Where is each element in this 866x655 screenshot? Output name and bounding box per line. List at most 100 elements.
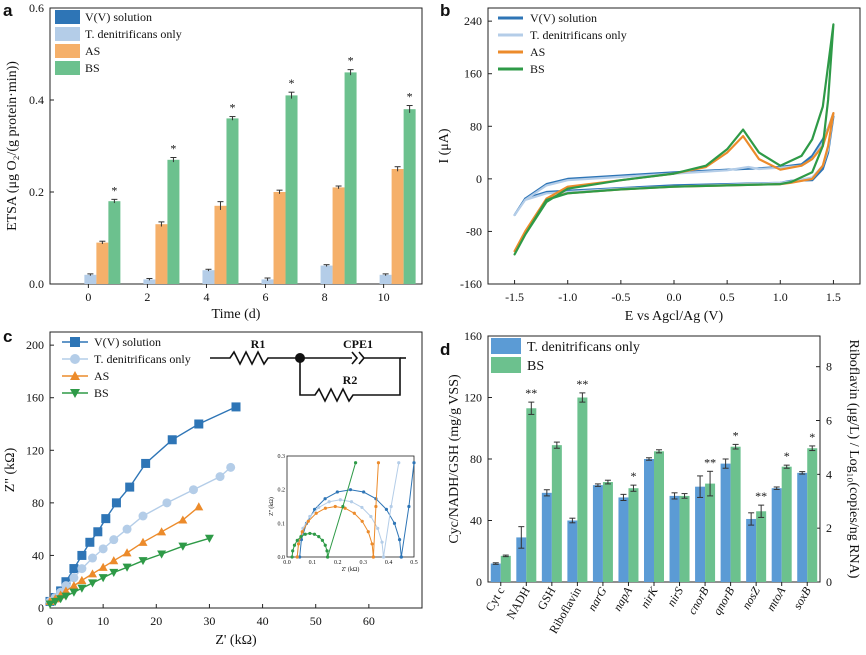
bar xyxy=(618,497,629,582)
data-point xyxy=(122,563,132,572)
bar xyxy=(720,463,731,582)
inset-data-point xyxy=(292,543,297,547)
data-point xyxy=(85,537,95,547)
inset-data-point xyxy=(298,555,302,559)
bar xyxy=(567,520,578,582)
inset-data-point xyxy=(323,506,327,510)
bar xyxy=(705,483,716,582)
x-tick-label: GSH xyxy=(534,584,558,612)
series-line xyxy=(49,466,232,602)
y-tick-label: 160 xyxy=(464,329,482,343)
legend-label: BS xyxy=(94,386,109,400)
y-right-tick-label: 2 xyxy=(826,521,832,535)
bar xyxy=(541,492,552,582)
y-axis-label: ETSA (μg O₂/(g protein·min)) xyxy=(5,61,20,231)
significance-mark: * xyxy=(733,428,739,442)
x-tick-label: 40 xyxy=(257,614,269,628)
bar xyxy=(746,518,757,582)
cv-curve xyxy=(513,115,835,217)
legend-swatch xyxy=(55,44,80,58)
inset-data-point xyxy=(370,542,374,546)
inset-y-tick-label: 0.0 xyxy=(278,555,286,561)
bar xyxy=(155,224,168,284)
data-point xyxy=(88,569,98,578)
inset-data-point xyxy=(325,549,329,553)
bar xyxy=(781,466,792,582)
x-tick-label: 0 xyxy=(85,290,91,304)
inset-chart: 0.0 0.1 0.2 0.3 0.4 0.50.00.10.20.3Z' (kΩ)Z''… xyxy=(268,454,418,573)
data-point xyxy=(69,588,79,597)
x-tick-label: 0 xyxy=(47,614,53,628)
inset-data-point xyxy=(381,555,386,559)
x-tick-label: 10 xyxy=(378,290,390,304)
x-tick-label: 50 xyxy=(310,614,322,628)
significance-mark: * xyxy=(111,183,117,197)
inset-data-point xyxy=(299,534,303,539)
x-tick-label: nirK xyxy=(637,584,661,611)
y-right-tick-label: 4 xyxy=(826,467,832,481)
data-point xyxy=(194,419,204,429)
y-tick-label: 0.0 xyxy=(29,277,44,291)
bar xyxy=(332,187,345,284)
bar xyxy=(403,109,416,284)
inset-data-point xyxy=(312,532,317,536)
bar xyxy=(602,482,613,582)
y-axis-label: Z" (kΩ) xyxy=(3,447,18,492)
inset-data-point xyxy=(314,511,318,515)
y-tick-label: 80 xyxy=(32,496,44,510)
y-right-tick-label: 8 xyxy=(826,360,832,374)
data-point xyxy=(77,550,87,560)
data-point xyxy=(98,544,108,554)
y-tick-label: 0 xyxy=(476,172,482,186)
panel-label-c: c xyxy=(3,327,12,346)
data-point xyxy=(157,550,167,559)
inset-data-point xyxy=(335,490,339,494)
legend-label: BS xyxy=(530,62,545,76)
data-point xyxy=(231,402,241,412)
y-tick-label: 120 xyxy=(26,443,44,457)
inset-data-point xyxy=(327,500,331,504)
y-tick-label: 120 xyxy=(464,391,482,405)
inset-y-axis-label: Z'' (kΩ) xyxy=(268,497,275,516)
inset-data-point xyxy=(317,505,321,510)
x-axis-label: E vs Agcl/Ag (V) xyxy=(625,309,724,324)
data-point xyxy=(162,498,172,508)
legend-label: AS xyxy=(530,45,545,59)
panel-label-b: b xyxy=(440,1,450,20)
x-tick-label: 6 xyxy=(263,290,269,304)
significance-mark: * xyxy=(229,101,235,115)
legend-swatch xyxy=(491,338,521,354)
data-point xyxy=(77,575,87,584)
data-point xyxy=(70,354,80,364)
data-point xyxy=(215,472,225,482)
inset-data-point xyxy=(296,542,301,546)
inset-x-tick-label: 0.1 xyxy=(309,560,317,566)
data-point xyxy=(178,542,188,551)
bar xyxy=(644,459,654,582)
significance-mark: ** xyxy=(755,489,767,503)
inset-y-tick-label: 0.3 xyxy=(278,454,286,460)
x-tick-label: napA xyxy=(610,584,635,614)
significance-mark: * xyxy=(809,430,815,444)
x-tick-label: 1.0 xyxy=(773,290,788,304)
y-tick-label: 160 xyxy=(464,67,482,81)
data-point xyxy=(204,534,214,543)
y-tick-label: 160 xyxy=(26,391,44,405)
x-tick-label: -0.5 xyxy=(611,290,630,304)
data-point xyxy=(61,592,71,601)
legend-label: BS xyxy=(527,359,544,374)
legend-label: T. denitrificans only xyxy=(530,28,627,42)
inset-data-point xyxy=(360,519,364,523)
significance-mark: ** xyxy=(704,455,716,469)
x-tick-label: 60 xyxy=(363,614,375,628)
inset-data-point xyxy=(333,504,337,509)
bar xyxy=(730,446,741,582)
significance-mark: * xyxy=(170,142,176,156)
data-point xyxy=(157,527,167,536)
inset-data-point xyxy=(374,504,378,509)
bar xyxy=(500,555,511,582)
bar xyxy=(669,495,680,582)
panel-a-chart: 0.0 0.2 0.4 0.6 0 * 2 * 4 * 6 * 8 * 10 * Time (d) ETSA (μ… xyxy=(5,1,423,322)
inset-data-point xyxy=(362,490,366,494)
data-point xyxy=(125,482,135,492)
